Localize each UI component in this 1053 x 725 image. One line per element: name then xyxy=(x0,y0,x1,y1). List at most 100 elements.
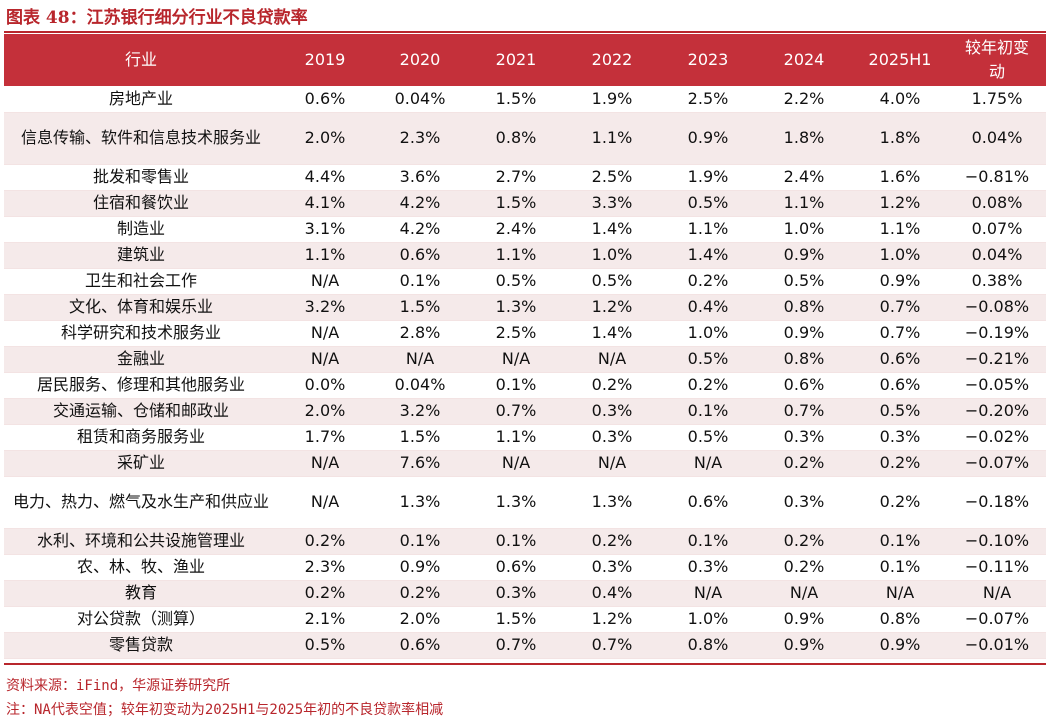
value-cell: 0.0% xyxy=(278,372,372,399)
value-cell: 0.9% xyxy=(756,632,852,659)
value-cell: 0.1% xyxy=(372,268,468,295)
value-cell: 3.6% xyxy=(372,164,468,191)
value-cell: 0.5% xyxy=(852,398,948,425)
table-row: 教育 0.2% 0.2% 0.3% 0.4% N/A N/A N/A N/A xyxy=(4,580,1046,607)
value-cell: 3.2% xyxy=(278,294,372,321)
industry-cell: 采矿业 xyxy=(4,450,278,477)
industry-cell: 租赁和商务服务业 xyxy=(4,424,278,451)
value-cell: 0.3% xyxy=(852,424,948,451)
value-cell: 3.1% xyxy=(278,216,372,243)
figure-title: 图表 48：江苏银行细分行业不良贷款率 xyxy=(6,8,308,28)
industry-cell: 批发和零售业 xyxy=(4,164,278,191)
industry-cell: 建筑业 xyxy=(4,242,278,269)
value-cell: N/A xyxy=(278,476,372,529)
industry-cell: 房地产业 xyxy=(4,86,278,113)
table-row: 电力、热力、燃气及水生产和供应业 N/A 1.3% 1.3% 1.3% 0.6% 0.3% 0… xyxy=(4,476,1046,529)
header-row: 行业 2019 2020 2021 2022 2023 2024 2025H1 … xyxy=(4,34,1046,86)
value-cell: 0.2% xyxy=(852,476,948,529)
header-ytd-change: 较年初变动 xyxy=(964,38,1029,81)
value-cell: N/A xyxy=(278,450,372,477)
value-cell: 1.0% xyxy=(660,320,756,347)
value-cell: 0.4% xyxy=(564,580,660,607)
header-2023: 2023 xyxy=(687,50,729,69)
value-cell: 1.4% xyxy=(564,216,660,243)
table-row: 对公贷款（测算） 2.1% 2.0% 1.5% 1.2% 1.0% 0.9% 0.8% −0.0… xyxy=(4,606,1046,633)
value-cell: 0.8% xyxy=(660,632,756,659)
value-cell: 0.07% xyxy=(948,216,1046,243)
table-row: 科学研究和技术服务业 N/A 2.8% 2.5% 1.4% 1.0% 0.9% 0.7% −0.… xyxy=(4,320,1046,347)
value-cell: 0.8% xyxy=(756,346,852,373)
value-cell: 0.7% xyxy=(468,398,564,425)
value-cell: 1.2% xyxy=(564,606,660,633)
value-cell: 1.5% xyxy=(468,86,564,113)
value-cell: −0.20% xyxy=(948,398,1046,425)
value-cell: −0.18% xyxy=(948,476,1046,529)
value-cell: 0.04% xyxy=(948,242,1046,269)
value-cell: 0.4% xyxy=(660,294,756,321)
header-2019: 2019 xyxy=(304,50,346,69)
value-cell: 2.5% xyxy=(468,320,564,347)
value-cell: −0.07% xyxy=(948,606,1046,633)
value-cell: 0.38% xyxy=(948,268,1046,295)
source-note: 资料来源：iFind，华源证券研究所 xyxy=(6,678,231,694)
industry-cell: 教育 xyxy=(4,580,278,607)
value-cell: N/A xyxy=(756,580,852,607)
npl-table: 行业 2019 2020 2021 2022 2023 2024 2025H1 … xyxy=(4,34,1046,659)
table-row: 居民服务、修理和其他服务业 0.0% 0.04% 0.1% 0.2% 0.2% 0.6% 0.… xyxy=(4,372,1046,399)
industry-cell: 卫生和社会工作 xyxy=(4,268,278,295)
value-cell: 2.7% xyxy=(468,164,564,191)
value-cell: 0.2% xyxy=(756,450,852,477)
value-cell: 2.1% xyxy=(278,606,372,633)
value-cell: N/A xyxy=(948,580,1046,607)
value-cell: 2.3% xyxy=(278,554,372,581)
industry-cell: 金融业 xyxy=(4,346,278,373)
table-row: 信息传输、软件和信息技术服务业 2.0% 2.3% 0.8% 1.1% 0.9% 1.8% 1… xyxy=(4,112,1046,165)
value-cell: 1.1% xyxy=(660,216,756,243)
industry-cell: 文化、体育和娱乐业 xyxy=(4,294,278,321)
header-industry: 行业 xyxy=(124,50,157,69)
value-cell: 2.5% xyxy=(660,86,756,113)
value-cell: 0.5% xyxy=(564,268,660,295)
value-cell: 0.2% xyxy=(372,580,468,607)
value-cell: 3.3% xyxy=(564,190,660,217)
industry-cell: 零售贷款 xyxy=(4,632,278,659)
header-2025h1: 2025H1 xyxy=(868,50,932,69)
value-cell: 1.3% xyxy=(468,294,564,321)
value-cell: N/A xyxy=(278,346,372,373)
value-cell: 0.2% xyxy=(852,450,948,477)
value-cell: 1.1% xyxy=(468,424,564,451)
value-cell: 7.6% xyxy=(372,450,468,477)
value-cell: −0.08% xyxy=(948,294,1046,321)
value-cell: 0.6% xyxy=(372,242,468,269)
value-cell: 1.9% xyxy=(564,86,660,113)
value-cell: 0.6% xyxy=(852,372,948,399)
value-cell: 0.08% xyxy=(948,190,1046,217)
value-cell: 0.2% xyxy=(564,372,660,399)
bottom-rule xyxy=(4,663,1046,665)
value-cell: 0.2% xyxy=(756,528,852,555)
header-2021: 2021 xyxy=(495,50,537,69)
industry-cell: 制造业 xyxy=(4,216,278,243)
value-cell: 0.5% xyxy=(660,346,756,373)
value-cell: 0.6% xyxy=(468,554,564,581)
industry-cell: 对公贷款（测算） xyxy=(4,606,278,633)
title-rule xyxy=(4,31,1046,33)
value-cell: 1.0% xyxy=(756,216,852,243)
table-row: 租赁和商务服务业 1.7% 1.5% 1.1% 0.3% 0.5% 0.3% 0.3% −0.0… xyxy=(4,424,1046,451)
table-body: 房地产业 0.6% 0.04% 1.5% 1.9% 2.5% 2.2% 4.0% 1.75% 信息… xyxy=(4,86,1046,659)
table-row: 水利、环境和公共设施管理业 0.2% 0.1% 0.1% 0.2% 0.1% 0.2% 0.1… xyxy=(4,528,1046,555)
value-cell: 1.2% xyxy=(852,190,948,217)
table-row: 文化、体育和娱乐业 3.2% 1.5% 1.3% 1.2% 0.4% 0.8% 0.7% −0.… xyxy=(4,294,1046,321)
value-cell: 0.2% xyxy=(660,372,756,399)
industry-cell: 农、林、牧、渔业 xyxy=(4,554,278,581)
value-cell: 1.1% xyxy=(756,190,852,217)
value-cell: 0.7% xyxy=(852,320,948,347)
value-cell: 0.6% xyxy=(372,632,468,659)
value-cell: 0.3% xyxy=(660,554,756,581)
value-cell: 0.3% xyxy=(564,554,660,581)
value-cell: 3.2% xyxy=(372,398,468,425)
table-row: 房地产业 0.6% 0.04% 1.5% 1.9% 2.5% 2.2% 4.0% 1.75% xyxy=(4,86,1046,113)
value-cell: 1.3% xyxy=(372,476,468,529)
value-cell: −0.05% xyxy=(948,372,1046,399)
value-cell: 0.3% xyxy=(564,424,660,451)
